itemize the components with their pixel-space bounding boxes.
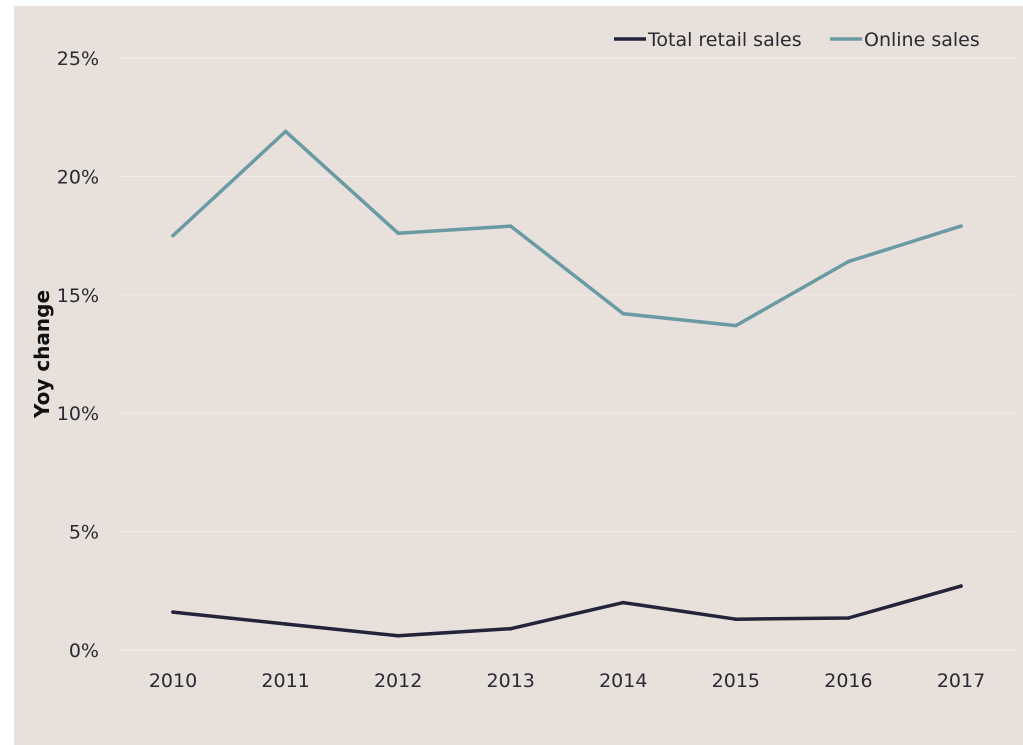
data-point xyxy=(846,259,851,264)
data-point xyxy=(508,626,513,631)
x-tick-label: 2012 xyxy=(374,670,422,692)
y-axis-title: Yoy change xyxy=(30,290,54,419)
y-tick-label: 25% xyxy=(57,48,99,70)
data-point xyxy=(734,323,738,328)
data-point xyxy=(396,231,400,236)
data-point xyxy=(734,617,738,622)
y-tick-label: 0% xyxy=(69,640,99,662)
series-layer xyxy=(171,129,963,638)
y-tick-label: 5% xyxy=(69,522,99,544)
legend-item: Online sales xyxy=(830,29,980,51)
series-line-1 xyxy=(171,584,963,638)
legend: Total retail sales Online sales xyxy=(614,29,980,51)
data-point xyxy=(621,600,626,605)
y-tick-label: 20% xyxy=(57,166,99,188)
data-point xyxy=(846,616,851,620)
data-point xyxy=(283,622,288,626)
legend-item: Total retail sales xyxy=(614,29,802,51)
chart-panel xyxy=(14,6,1023,745)
data-point xyxy=(396,633,400,638)
legend-label: Total retail sales xyxy=(647,29,802,51)
grid-layer xyxy=(118,57,1016,651)
x-tick-label: 2016 xyxy=(824,670,872,692)
data-point xyxy=(959,224,963,228)
legend-label: Online sales xyxy=(864,29,980,51)
y-tick-label: 15% xyxy=(57,285,99,307)
x-tick-label: 2011 xyxy=(261,670,309,692)
data-point xyxy=(171,233,175,238)
x-axis-ticks: 2010 2011 2012 2013 2014 2015 2016 2017 xyxy=(149,670,985,692)
y-tick-label: 10% xyxy=(57,403,99,425)
data-point xyxy=(283,129,288,134)
data-point xyxy=(959,584,963,588)
x-tick-label: 2017 xyxy=(937,670,985,692)
x-tick-label: 2013 xyxy=(487,670,535,692)
y-axis-ticks: 0% 5% 10% 15% 20% 25% xyxy=(57,48,99,662)
x-tick-label: 2014 xyxy=(599,670,647,692)
data-point xyxy=(171,610,175,614)
x-tick-label: 2015 xyxy=(712,670,760,692)
x-tick-label: 2010 xyxy=(149,670,197,692)
series-line-2 xyxy=(171,129,963,328)
data-point xyxy=(508,224,513,228)
data-point xyxy=(621,311,626,316)
